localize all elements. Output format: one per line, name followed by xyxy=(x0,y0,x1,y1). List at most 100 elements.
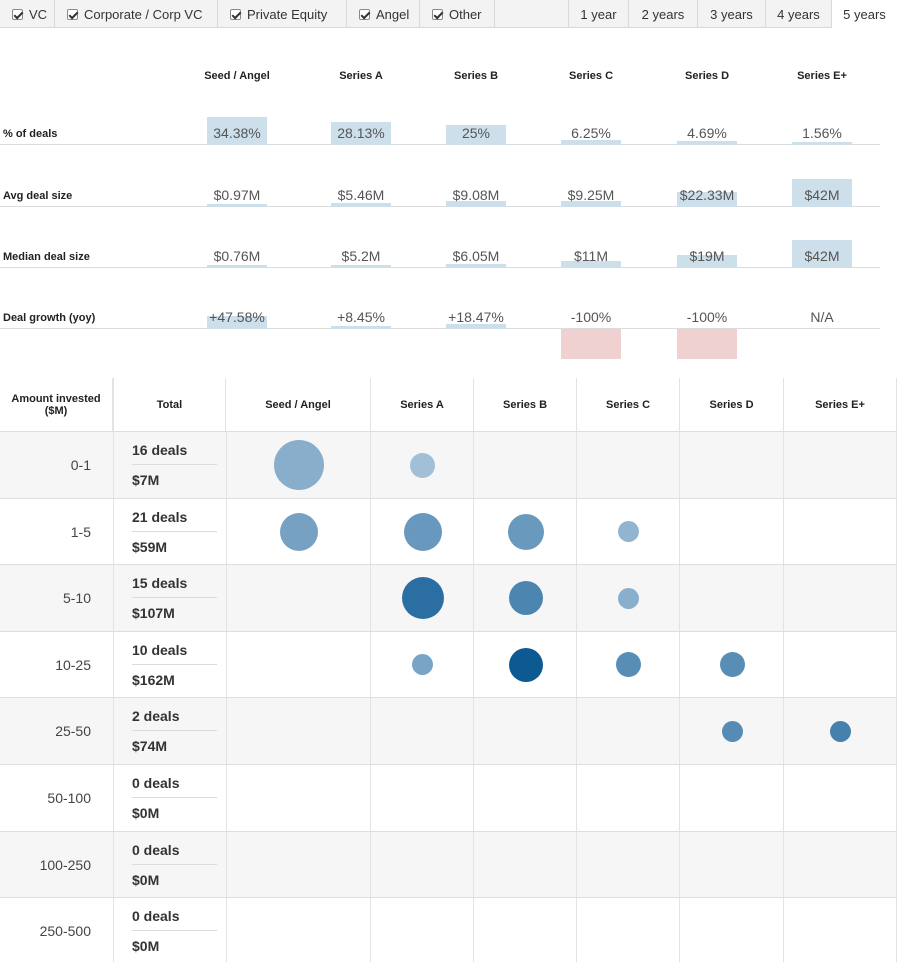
range-row-50-100: 50-100 0 deals $0M xyxy=(0,764,897,831)
filter-corporate-corp-vc[interactable]: Corporate / Corp VC xyxy=(55,0,218,28)
summary-value: 34.38% xyxy=(213,125,261,141)
summary-value: +8.45% xyxy=(337,309,385,325)
grid-cell xyxy=(371,631,474,698)
grid-cell xyxy=(577,698,680,765)
filter-bar: VC Corporate / Corp VC Private Equity Angel… xyxy=(0,0,897,28)
total-cell: 2 deals $74M xyxy=(113,698,226,765)
total-deals: 0 deals xyxy=(132,841,180,858)
grid-cell xyxy=(371,898,474,962)
summary-cell: -100% xyxy=(561,301,621,359)
grid-cell xyxy=(371,831,474,898)
summary-cell: 34.38% xyxy=(207,117,267,145)
summary-value: -100% xyxy=(686,309,728,325)
grid-cell xyxy=(226,565,371,632)
summary-value: +47.58% xyxy=(209,309,265,325)
grid-cell xyxy=(680,831,784,898)
total-amount: $107M xyxy=(132,605,175,622)
stage-header: Series B xyxy=(474,378,577,431)
summary-bar xyxy=(677,141,737,145)
summary-value: $9.25M xyxy=(567,187,615,203)
bubble-1-5-series-a[interactable] xyxy=(403,512,442,551)
grid-cell xyxy=(474,432,577,498)
bubble-0-1-seed-angel[interactable] xyxy=(273,440,324,490)
bubble-10-25-series-b[interactable] xyxy=(508,647,543,682)
total-amount: $0M xyxy=(132,805,160,821)
time-range-2-years[interactable]: 2 years xyxy=(628,0,697,28)
bubble-5-10-series-a[interactable] xyxy=(401,577,444,620)
grid-cell xyxy=(371,765,474,831)
summary-value: $6.05M xyxy=(452,248,500,264)
summary-cell: +8.45% xyxy=(331,301,391,329)
grid-cell xyxy=(784,831,897,898)
summary-cell: $11M xyxy=(561,240,621,268)
summary-row-label: Deal growth (yoy) xyxy=(3,312,96,324)
time-range-4-years[interactable]: 4 years xyxy=(765,0,831,28)
time-range-5-years[interactable]: 5 years xyxy=(831,0,897,28)
total-cell: 16 deals $7M xyxy=(113,432,226,498)
bubble-1-5-seed-angel[interactable] xyxy=(279,512,318,551)
filter-label: Private Equity xyxy=(247,6,328,22)
checkbox-icon[interactable] xyxy=(230,8,241,20)
filter-label: Corporate / Corp VC xyxy=(84,6,203,22)
total-amount: $74M xyxy=(132,738,168,755)
total-cell: 0 deals $0M xyxy=(113,898,226,962)
summary-cell: $22.33M xyxy=(677,179,737,207)
grid-cell xyxy=(371,432,474,498)
filter-label: Other xyxy=(449,6,482,22)
filter-vc[interactable]: VC xyxy=(0,0,55,28)
total-divider xyxy=(132,663,217,665)
summary-value: $11M xyxy=(574,248,608,264)
filter-private-equity[interactable]: Private Equity xyxy=(218,0,347,28)
bubble-10-25-series-c[interactable] xyxy=(616,652,641,678)
bubble-1-5-series-c[interactable] xyxy=(618,521,639,543)
filter-other[interactable]: Other xyxy=(420,0,495,28)
bubble-0-1-series-a[interactable] xyxy=(410,452,435,478)
bubble-1-5-series-b[interactable] xyxy=(507,513,544,550)
checkbox-icon[interactable] xyxy=(359,8,370,20)
summary-bar xyxy=(561,329,621,359)
bubble-5-10-series-b[interactable] xyxy=(508,581,543,616)
summary-cell: $42M xyxy=(792,240,852,268)
summary-value: 25% xyxy=(461,125,491,141)
grid-cell xyxy=(680,432,784,498)
summary-bar xyxy=(331,203,391,207)
summary-row-label: % of deals xyxy=(3,128,58,140)
bubble-5-10-series-c[interactable] xyxy=(618,587,639,609)
bubble-10-25-series-a[interactable] xyxy=(412,654,433,676)
summary-cell: N/A xyxy=(792,301,852,329)
range-label: 10-25 xyxy=(55,656,91,673)
range-row-100-250: 100-250 0 deals $0M xyxy=(0,830,897,898)
grid-cell xyxy=(784,631,897,698)
summary-cell: $5.46M xyxy=(331,179,391,207)
checkbox-icon[interactable] xyxy=(12,8,23,20)
grid-cell xyxy=(577,898,680,962)
summary-bar xyxy=(207,316,267,329)
total-deals: 16 deals xyxy=(132,442,188,458)
summary-cell: $9.08M xyxy=(446,179,506,207)
summary-cell: $19M xyxy=(677,240,737,268)
filter-angel[interactable]: Angel xyxy=(347,0,420,28)
time-range-1-year[interactable]: 1 year xyxy=(568,0,628,28)
time-range-3-years[interactable]: 3 years xyxy=(697,0,765,28)
total-deals: 0 deals xyxy=(132,775,180,791)
bubble-25-50-series-d[interactable] xyxy=(721,720,743,742)
total-amount: $0M xyxy=(132,871,160,888)
total-deals: 2 deals xyxy=(132,708,180,725)
total-cell: 0 deals $0M xyxy=(113,765,226,831)
total-amount: $0M xyxy=(132,938,160,955)
grid-cell xyxy=(680,631,784,698)
total-divider xyxy=(132,797,217,798)
summary-cell: +18.47% xyxy=(446,301,506,329)
grid-cell xyxy=(474,698,577,765)
bubble-25-50-series-e-[interactable] xyxy=(830,720,851,742)
summary-cell: $9.25M xyxy=(561,179,621,207)
grid-cell xyxy=(474,631,577,698)
total-divider xyxy=(132,464,217,465)
bubble-10-25-series-d[interactable] xyxy=(719,652,745,678)
grid-cell xyxy=(784,432,897,498)
checkbox-icon[interactable] xyxy=(432,8,443,20)
summary-cell: $5.2M xyxy=(331,240,391,268)
summary-value: 1.56% xyxy=(802,125,842,141)
grid-cell xyxy=(680,898,784,962)
checkbox-icon[interactable] xyxy=(67,8,78,20)
